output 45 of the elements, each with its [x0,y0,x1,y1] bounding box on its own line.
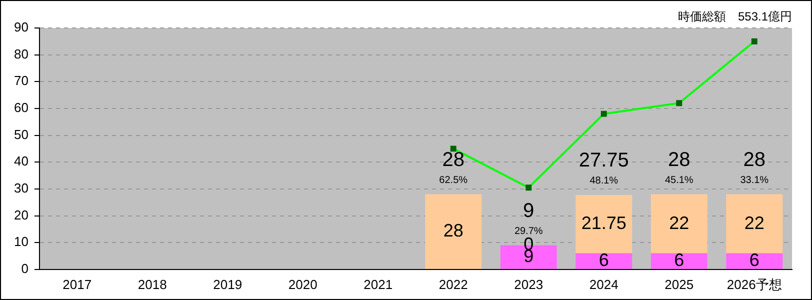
annotation: 29.7% [514,226,543,238]
y-tick-label: 40 [14,154,28,169]
bar [576,194,632,254]
data-label: 21.75 [581,213,626,234]
bar [650,194,708,254]
x-tick-label: 2021 [364,276,393,292]
x-tick-label: 2024 [589,276,618,292]
y-tick-label: 50 [14,126,28,142]
x-tick-label: 2019 [213,276,242,292]
x-tick-label: 2020 [288,276,318,292]
x-tick-label: 2022 [438,276,468,292]
y-tick-label: 30 [14,180,28,196]
x-tick-label: 2026予想 [726,276,782,292]
data-label: 6 [598,250,609,270]
y-tick-label: 70 [14,73,28,88]
text: 時価総額 553.1億円 [678,9,792,24]
data-label: 6 [749,250,760,270]
y-tick-label: 60 [14,100,28,116]
bar [726,253,783,269]
y-tick-label: 20 [14,207,28,222]
x-tick-label: 2017 [62,276,92,292]
data-label: 22 [669,212,690,233]
bar [576,253,632,269]
total-label: 9 [523,200,534,222]
annotation: 62.5% [439,175,468,186]
y-tick-label: 80 [14,46,28,62]
annotation: 33.1% [740,175,769,186]
annotation: 48.1% [590,176,618,187]
x-tick-label: 2023 [514,276,544,292]
x-tick-label: 2018 [138,276,167,292]
y-tick-label: 10 [14,234,28,250]
bar [425,194,482,269]
data-label: 28 [443,220,464,241]
total-label: 28 [743,148,766,171]
y-tick-label: 0 [21,260,28,276]
bar [726,194,783,254]
total-label: 27.75 [578,149,629,172]
bar [650,253,708,269]
annotation: 45.1% [664,175,694,186]
y-tick-label: 90 [14,20,28,35]
x-tick-label: 2025 [664,276,694,292]
data-label: 22 [744,212,764,233]
total-label: 28 [442,148,464,171]
data-label: 6 [674,250,684,270]
total-label: 28 [668,148,690,171]
